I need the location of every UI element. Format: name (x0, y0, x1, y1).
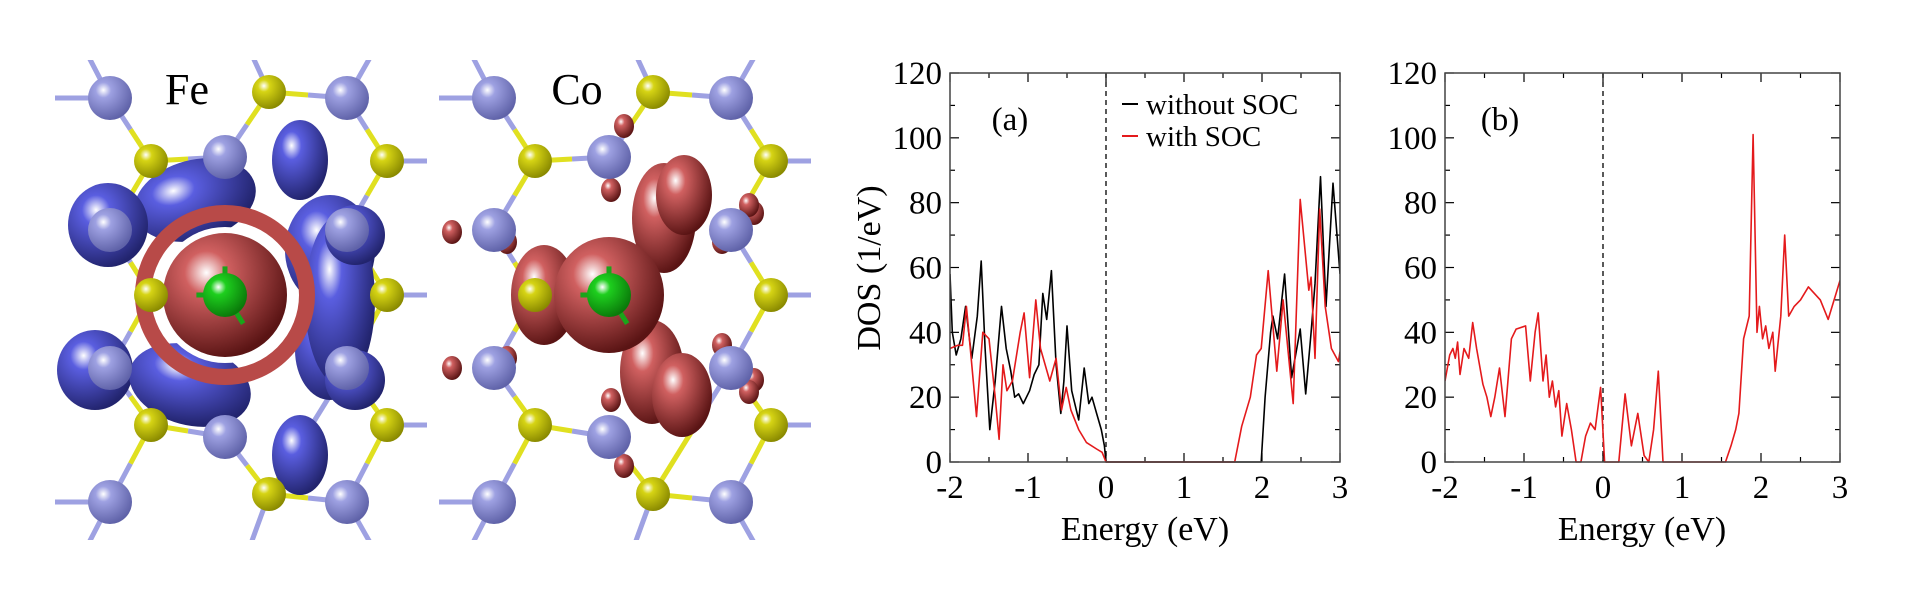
ligand-atom (370, 408, 404, 442)
dopant-atom (203, 273, 247, 317)
dos-chart-b: 0 20 40 60 80 100 120 -2 -1 0 1 2 3 (1388, 56, 1849, 506)
x-tick-label: 0 (1595, 470, 1612, 506)
x-tick-label: 2 (1254, 470, 1271, 506)
host-atom (203, 135, 247, 179)
y-tick-label: 80 (1404, 186, 1437, 222)
legend-label-with-soc: with SOC (1146, 121, 1261, 153)
x-axis-label-b: Energy (eV) (1558, 511, 1726, 548)
host-atom (472, 76, 516, 120)
host-atom (472, 480, 516, 524)
x-tick-label: 1 (1674, 470, 1691, 506)
plot-frame (949, 72, 1341, 463)
y-tick-label: 60 (909, 251, 942, 287)
x-axis-label-a: Energy (eV) (1061, 511, 1229, 548)
y-tick-label: 20 (909, 380, 942, 416)
spin-density-red (656, 155, 712, 235)
host-atom (472, 208, 516, 252)
spin-density-blue (129, 343, 251, 427)
spin-density-blue (272, 120, 328, 200)
structure-panel-fe (55, 60, 427, 540)
legend: without SOC with SOC (1122, 89, 1298, 153)
x-tick-label: 0 (1098, 470, 1115, 506)
dos-line-without-soc (950, 175, 1340, 463)
y-tick-label: 120 (893, 56, 943, 92)
ligand-atom (134, 144, 168, 178)
host-atom (88, 346, 132, 390)
plot-frame (1444, 72, 1841, 463)
y-tick-label: 100 (1388, 121, 1438, 157)
host-atom (709, 208, 753, 252)
x-tick-label: -2 (1431, 470, 1459, 506)
spin-density-red-small (442, 356, 462, 380)
host-atom (472, 346, 516, 390)
host-atom (709, 76, 753, 120)
host-atom (88, 76, 132, 120)
y-tick-label: 100 (893, 121, 943, 157)
ligand-atom (370, 278, 404, 312)
y-tick-label: 80 (909, 186, 942, 222)
y-tick-label: 40 (909, 315, 942, 351)
spin-density-red-small (739, 380, 759, 404)
host-atom (325, 208, 369, 252)
dos-line-with-soc (1445, 133, 1840, 463)
ligand-atom (754, 144, 788, 178)
panel-tag-a: (a) (992, 102, 1029, 138)
host-atom (325, 76, 369, 120)
spin-density-red-small (442, 220, 462, 244)
x-tick-label: 2 (1753, 470, 1770, 506)
y-tick-label: 20 (1404, 380, 1437, 416)
ligand-atom (754, 408, 788, 442)
y-tick-label: 120 (1388, 56, 1438, 92)
ligand-atom (518, 278, 552, 312)
ligand-atom (636, 75, 670, 109)
spin-density-red (652, 353, 712, 437)
lattice (439, 60, 811, 540)
host-atom (587, 135, 631, 179)
panel-tag-b: (b) (1481, 102, 1519, 138)
host-atom (587, 415, 631, 459)
panel-label-fe: Fe (165, 65, 209, 114)
y-tick-label: 60 (1404, 251, 1437, 287)
ligand-atom (252, 75, 286, 109)
spin-density-blue (272, 415, 328, 495)
host-atom (88, 208, 132, 252)
ligand-atom (518, 408, 552, 442)
host-atom (709, 480, 753, 524)
x-tick-label: 3 (1832, 470, 1849, 506)
dos-chart-a: 0 20 40 60 80 100 120 -2 -1 0 1 2 3 (893, 56, 1349, 506)
ligand-atom (134, 278, 168, 312)
legend-label-without-soc: without SOC (1146, 89, 1298, 121)
spin-density-red-small (614, 454, 634, 478)
x-tick-label: -1 (1510, 470, 1538, 506)
x-tick-label: -1 (1014, 470, 1042, 506)
ligand-atom (134, 408, 168, 442)
ligand-atom (252, 477, 286, 511)
y-tick-label: 0 (1421, 445, 1438, 481)
y-tick-label: 40 (1404, 315, 1437, 351)
spin-density-red-small (601, 178, 621, 202)
dos-line-with-soc (950, 198, 1340, 463)
spin-density-red-small (614, 114, 634, 138)
host-atom (325, 480, 369, 524)
structure-panel-co (439, 60, 811, 540)
panel-label-co: Co (551, 65, 602, 114)
spin-density-red-small (601, 388, 621, 412)
x-tick-label: -2 (936, 470, 964, 506)
lattice (55, 60, 427, 540)
ligand-atom (754, 278, 788, 312)
x-tick-label: 1 (1176, 470, 1193, 506)
dopant-atom (587, 273, 631, 317)
x-tick-label: 3 (1332, 470, 1349, 506)
host-atom (88, 480, 132, 524)
ligand-atom (370, 144, 404, 178)
ligand-atom (636, 477, 670, 511)
y-tick-label: 0 (926, 445, 943, 481)
host-atom (203, 415, 247, 459)
host-atom (325, 346, 369, 390)
spin-density-red-small (739, 193, 759, 217)
ligand-atom (518, 144, 552, 178)
y-axis-label: DOS (1/eV) (851, 185, 888, 350)
host-atom (709, 346, 753, 390)
